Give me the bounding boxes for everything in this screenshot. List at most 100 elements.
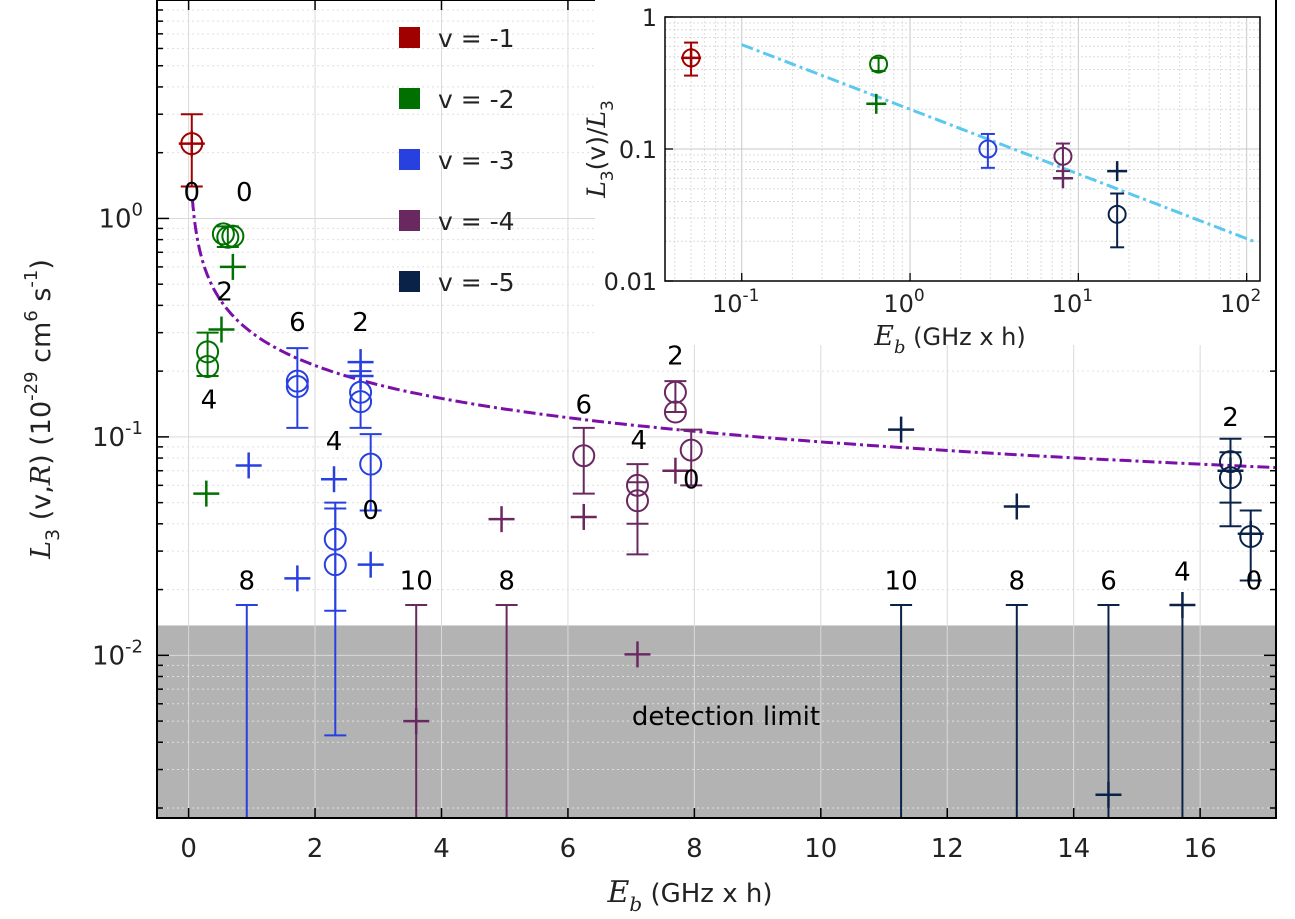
data-point-circle <box>663 380 687 404</box>
y-axis-label-exponent: -29 <box>21 371 42 400</box>
annotation-label: 4 <box>1174 558 1191 588</box>
annotation-label: detection limit <box>632 702 820 732</box>
annotation-label: 8 <box>498 567 515 597</box>
data-point-circle <box>349 390 373 414</box>
y-axis-label-exponent: -1 <box>21 270 42 288</box>
series-v=-4 <box>403 380 703 818</box>
legend-swatch <box>399 149 420 170</box>
data-point-circle <box>359 452 383 476</box>
inset-x-tick-label: 100 <box>883 286 924 318</box>
legend-swatch <box>399 27 420 48</box>
inset-data-point-circle <box>869 54 889 74</box>
legend-label: v = -2 <box>438 85 515 114</box>
inset-data-point-circle <box>1107 204 1127 224</box>
annotation-label: 2 <box>667 341 684 371</box>
y-tick-exponent: -1 <box>125 418 143 439</box>
inset-x-tick-exponent: 1 <box>1082 286 1093 306</box>
data-point-circle <box>221 224 245 248</box>
data-point-circle <box>196 340 220 364</box>
y-axis-label-args: (v, <box>26 485 57 529</box>
annotation-label: 2 <box>352 308 369 338</box>
annotation-label: 8 <box>238 567 255 597</box>
annotation-label: 0 <box>362 496 379 526</box>
y-tick-label: 10-2 <box>92 636 143 671</box>
series-v=-3 <box>235 347 384 818</box>
annotation-label: 6 <box>575 390 592 420</box>
main-markers <box>178 113 1264 818</box>
inset-y-axis-label-mid: (v)/ <box>582 127 611 170</box>
series-v=-5 <box>888 416 1264 818</box>
data-point-circle <box>679 438 703 462</box>
inset-data-point-circle <box>1053 146 1073 166</box>
inset-x-tick-base: 10 <box>883 290 914 318</box>
legend-label: v = -1 <box>438 24 515 53</box>
legend-swatch <box>399 88 420 109</box>
inset-y-axis-label-symbol: L <box>582 181 611 199</box>
x-tick-label: 8 <box>686 834 703 864</box>
inset-y-tick-label: 0.1 <box>619 136 657 164</box>
legend-swatch <box>399 210 420 231</box>
annotation-label: 6 <box>1100 567 1117 597</box>
y-axis-label-symbol: L <box>26 541 57 560</box>
legend-label: v = -5 <box>438 268 515 297</box>
inset-data-point-circle <box>978 139 998 159</box>
y-axis-label: L3 (v,R) (10-29 cm6 s-1) <box>21 259 64 560</box>
inset-series-v=-4 <box>1052 142 1073 189</box>
inset-y-axis-label: L3(v)/L3 <box>582 100 618 199</box>
inset-x-tick-exponent: -1 <box>743 286 760 306</box>
inset-y-axis-label-symbol: L <box>582 111 611 129</box>
x-tick-label: 2 <box>307 834 324 864</box>
inset-y-axis-label-subscript: 3 <box>598 170 618 181</box>
y-tick-exponent: 0 <box>132 199 143 220</box>
inset-series-v=-1 <box>681 41 702 77</box>
annotation-label: 10 <box>400 567 433 597</box>
inset-x-tick-label: 101 <box>1052 286 1093 318</box>
x-tick-label: 12 <box>931 834 964 864</box>
annotation-label: 0 <box>236 178 253 208</box>
inset-markers <box>681 41 1128 249</box>
data-point-circle <box>323 553 347 577</box>
data-point-circle <box>285 369 309 393</box>
legend-swatch <box>399 271 420 292</box>
annotation-label: 0 <box>683 466 700 496</box>
detection-limit-region <box>157 625 1276 818</box>
annotation-label: 0 <box>183 178 200 208</box>
data-point-circle <box>572 444 596 468</box>
x-axis-label-subscript: b <box>629 892 642 916</box>
inset-series-v=-2 <box>866 54 889 114</box>
inset-x-tick-label: 10-1 <box>712 286 760 318</box>
inset-x-tick-exponent: 0 <box>914 286 925 306</box>
y-tick-label: 10-1 <box>92 418 143 453</box>
y-axis-label-unit: ) (10 <box>26 401 57 465</box>
annotation-label: 4 <box>201 385 218 415</box>
data-point-circle <box>285 375 309 399</box>
annotation-label: 8 <box>1009 567 1026 597</box>
inset-x-tick-base: 10 <box>1220 290 1251 318</box>
inset-x-axis-label-subscript: b <box>894 337 906 358</box>
inset-x-tick-base: 10 <box>712 290 743 318</box>
main-axis-labels: Eb (GHz x h) L3 (v,R) (10-29 cm6 s-1) <box>21 259 773 916</box>
inset-x-axis-label-symbol: E <box>873 321 894 352</box>
data-point-circle <box>663 400 687 424</box>
inset-grid <box>665 16 1260 282</box>
inset-x-tick-label: 102 <box>1220 286 1261 318</box>
y-axis-label-unit: cm <box>26 322 57 372</box>
legend: v = -1 v = -2 v = -3 v = -4 v = -5 <box>399 24 515 297</box>
series-v=-2 <box>193 222 246 507</box>
x-axis-label: Eb (GHz x h) <box>606 875 772 916</box>
y-tick-base: 10 <box>98 204 131 234</box>
x-tick-label: 14 <box>1057 834 1090 864</box>
data-point-circle <box>196 354 220 378</box>
inset-series-v=-5 <box>1107 161 1128 249</box>
inset-series-v=-3 <box>978 132 998 169</box>
x-tick-label: 16 <box>1184 834 1217 864</box>
annotation-label: 2 <box>216 278 233 308</box>
annotation-label: 10 <box>885 567 918 597</box>
y-axis-label-unit: s <box>26 288 57 311</box>
inset-x-axis-label-unit: (GHz x h) <box>905 323 1025 351</box>
y-axis-label-subscript: 3 <box>42 529 64 541</box>
inset-y-tick-label: 0.01 <box>604 268 657 296</box>
